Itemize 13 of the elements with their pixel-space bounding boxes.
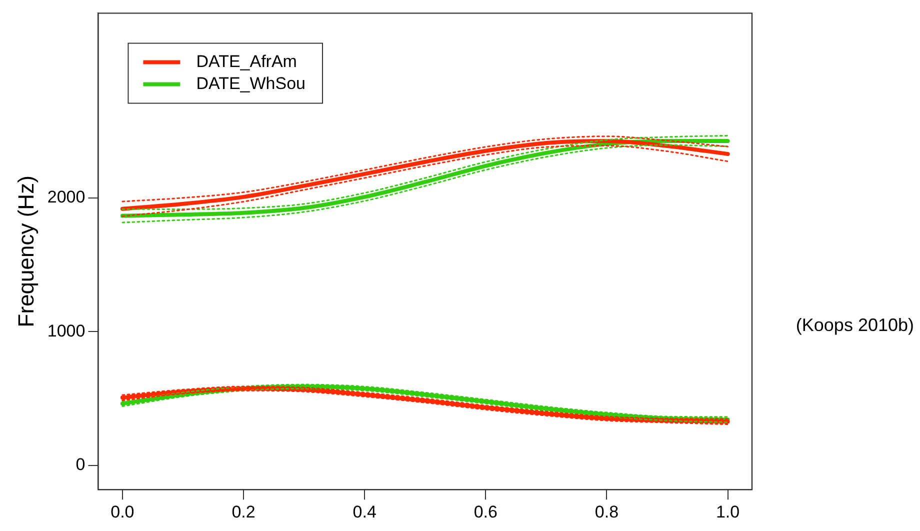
x-tick-label: 1.0 (716, 502, 740, 522)
x-tick-label: 0.8 (594, 502, 619, 522)
x-tick-label: 0.2 (232, 502, 256, 522)
legend-label: DATE_WhSou (196, 74, 306, 93)
x-tick-label: 0.0 (110, 502, 134, 522)
x-tick-label: 0.6 (474, 502, 498, 522)
y-axis-title: Frequency (Hz) (13, 176, 38, 328)
legend-label: DATE_AfrAm (196, 52, 297, 71)
text: (Koops 2010b) (796, 315, 914, 336)
y-tick-label: 1000 (47, 321, 86, 340)
y-tick-label: 0 (76, 455, 86, 474)
x-tick-label: 0.4 (352, 502, 376, 522)
y-tick-label: 2000 (47, 188, 86, 207)
